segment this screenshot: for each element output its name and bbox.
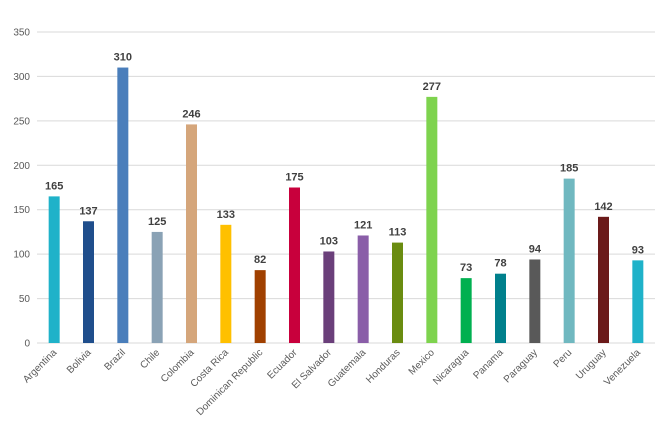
- data-label: 121: [354, 219, 372, 231]
- x-tick-label: Uruguay: [574, 347, 609, 382]
- bar: [117, 67, 129, 344]
- data-label: 142: [594, 201, 612, 213]
- data-label: 277: [423, 81, 441, 93]
- y-tick-label: 0: [24, 339, 30, 350]
- y-tick-label: 350: [13, 28, 30, 39]
- x-tick-label: Mexico: [407, 347, 437, 377]
- data-label: 113: [389, 227, 407, 239]
- y-tick-label: 50: [19, 294, 31, 305]
- bar: [220, 224, 232, 343]
- data-label: 310: [114, 52, 132, 64]
- y-axis-ticks: 0 50 100 150 200 250 300 350: [13, 28, 30, 350]
- y-tick-label: 250: [13, 116, 30, 127]
- bar: [254, 270, 266, 343]
- data-label: 94: [529, 243, 542, 255]
- bar: [632, 260, 644, 343]
- data-label: 185: [560, 163, 578, 175]
- y-tick-label: 200: [13, 161, 30, 172]
- bar: [426, 96, 438, 343]
- data-label: 125: [148, 216, 166, 228]
- bar: [495, 273, 506, 343]
- bar: [529, 259, 541, 343]
- bar: [48, 196, 60, 343]
- bar: [186, 124, 197, 343]
- data-label: 133: [217, 209, 235, 221]
- x-tick-label: Guatemala: [326, 347, 369, 390]
- x-axis-labels: Argentina Bolivia Brazil ChileColombiaCosta…: [21, 347, 643, 418]
- bar: [289, 187, 300, 343]
- x-tick-label: Panama: [472, 347, 506, 381]
- data-label: 103: [320, 235, 338, 247]
- data-label: 78: [494, 258, 506, 270]
- bar: [151, 231, 163, 343]
- bar: [357, 235, 369, 343]
- x-tick-label: Brazil: [102, 347, 127, 372]
- gridlines: [37, 31, 655, 344]
- bars: [48, 67, 644, 344]
- x-tick-label: Paraguay: [502, 347, 540, 385]
- x-tick-label: Peru: [552, 347, 575, 370]
- y-tick-label: 300: [13, 72, 30, 83]
- bar: [598, 216, 609, 343]
- x-tick-label: Honduras: [364, 347, 402, 385]
- data-label: 93: [632, 244, 644, 256]
- x-tick-label: Ecuador: [266, 347, 301, 382]
- x-tick-label: Chile: [138, 347, 162, 371]
- y-tick-label: 100: [13, 250, 30, 261]
- data-label: 73: [460, 262, 472, 274]
- data-label: 175: [285, 172, 303, 184]
- data-label: 246: [182, 108, 200, 120]
- bar: [323, 251, 335, 343]
- bar: [392, 242, 403, 343]
- x-tick-label: Venezuela: [602, 347, 643, 388]
- data-label: 137: [79, 205, 97, 217]
- x-tick-label: Nicaragua: [431, 347, 471, 387]
- y-tick-label: 150: [13, 205, 30, 216]
- bar: [563, 178, 575, 343]
- data-label: 82: [254, 254, 266, 266]
- x-tick-label: Argentina: [21, 347, 59, 385]
- x-tick-label: Dominican Republic: [195, 347, 266, 418]
- data-label: 165: [45, 180, 63, 192]
- bar: [460, 278, 472, 343]
- bar: [83, 221, 94, 343]
- data-labels: 165 137 310 125 246 133 82 175 103 121 113 277 73 78 9…: [45, 52, 644, 275]
- x-tick-label: Bolivia: [65, 347, 94, 376]
